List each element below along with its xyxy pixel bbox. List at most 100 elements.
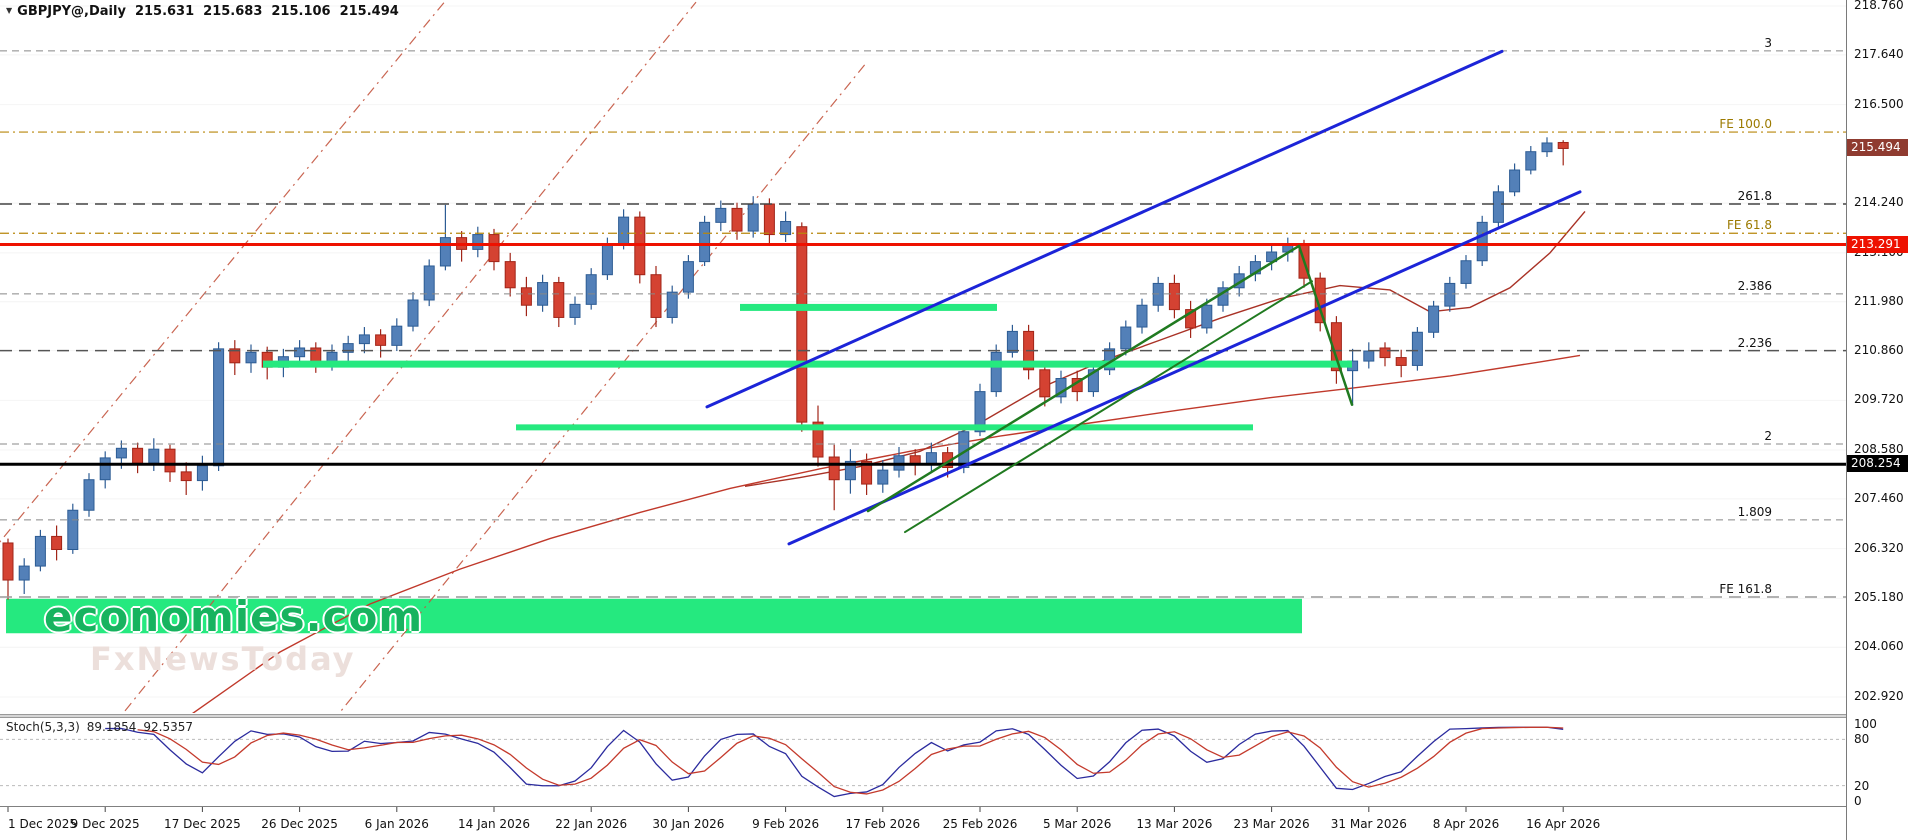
price-tick-label: 214.240 [1854,195,1904,210]
candle-body [1055,378,1067,398]
candle-body [1379,347,1391,359]
candle-body [1136,304,1148,328]
candle-body [2,542,14,581]
candle-body [569,303,581,318]
candle-body [1411,331,1423,366]
price-chart-canvas[interactable] [0,0,1846,840]
candle-body [229,348,241,364]
blue-trend-channel-line[interactable] [787,190,1582,546]
candle-body [213,348,225,467]
red-dashdot-channel-line[interactable] [0,0,448,554]
stoch-k-value: 89.1854 [86,720,137,734]
green-support-zone[interactable] [740,303,997,311]
candle-body [407,299,419,327]
stoch-pane [0,726,1846,798]
candle-body [763,203,775,236]
candle-body [472,234,484,250]
candle-body [974,391,986,433]
candle-body [1444,282,1456,307]
price-tick-label: 202.920 [1854,688,1904,703]
candle-body [132,447,144,464]
candle-body [1509,169,1521,193]
price-badge: 213.291 [1847,235,1908,253]
ohlc-low: 215.106 [271,4,331,19]
price-tick-label: 211.980 [1854,293,1904,308]
candle-body [1087,369,1099,393]
red-dashdot-channel-line[interactable] [124,1,697,712]
candle-body [164,448,176,473]
candle-body [1314,277,1326,324]
candle-body [1428,305,1440,333]
candle-body [1541,142,1553,153]
ohlc-close: 215.494 [339,4,399,19]
candle-body [1395,357,1407,366]
price-tick-label: 217.640 [1854,46,1904,61]
candle-body [877,469,889,485]
stoch-pane-bottom-border [0,806,1916,807]
candle-body [1492,191,1504,223]
candle-body [196,465,208,482]
candle-body [796,226,808,423]
price-tick-label: 207.460 [1854,490,1904,505]
candle-body [861,460,873,485]
candle-body [731,207,743,232]
candle-body [715,207,727,223]
blue-trend-channel-line[interactable] [705,49,1504,409]
symbol-marker-icon: ▼ [6,6,13,15]
price-tick-label: 205.180 [1854,590,1904,605]
candles-group [2,137,1569,600]
candle-body [375,334,387,346]
candle-body [1363,350,1375,362]
candle-body [245,351,257,364]
symbol-name: GBPJPY@,Daily [17,4,126,19]
candle-body [294,347,306,358]
candle-body [1460,260,1472,284]
ohlc-high: 215.683 [203,4,263,19]
candle-body [1185,309,1197,329]
stoch-name: Stoch(5,3,3) [6,720,80,734]
candle-body [844,460,856,481]
candle-body [780,220,792,236]
candle-body [18,565,30,581]
candle-body [585,274,597,305]
price-badge: 215.494 [1847,139,1908,157]
price-tick-label: 209.720 [1854,392,1904,407]
candle-body [423,265,435,301]
candle-body [326,351,338,363]
candle-body [51,535,63,551]
candle-body [553,282,565,318]
candle-body [180,471,192,482]
green-support-zone[interactable] [516,424,1253,431]
green-support-zone[interactable] [263,360,1352,368]
red-dashdot-channel-line[interactable] [235,62,867,840]
candle-body [682,261,694,293]
candle-body [488,234,500,263]
stoch-tick-label: 100 [1854,717,1877,731]
pane-separator[interactable] [0,714,1916,718]
stoch-tick-label: 80 [1854,732,1870,747]
candle-body [747,203,759,232]
candle-body [439,237,451,267]
price-tick-label: 218.760 [1854,0,1904,12]
green-pattern-line[interactable] [866,244,1301,513]
price-axis[interactable]: 218.760217.640216.500214.240213.100211.9… [1846,0,1916,840]
candle-body [520,287,532,306]
moving-average-line [191,354,1581,713]
candle-body [148,448,160,464]
candle-body [601,243,613,276]
candle-body [1476,221,1488,262]
candle-body [391,325,403,346]
watermark-band [6,598,1302,634]
candle-body [342,343,354,353]
price-pane [0,0,1846,840]
candle-body [99,457,111,481]
candle-body [828,456,840,481]
candle-body [1557,141,1569,149]
candle-body [1120,326,1132,350]
green-pattern-line[interactable] [904,280,1313,534]
candle-body [666,291,678,318]
green-pattern-line[interactable] [1297,244,1354,406]
price-tick-label: 206.320 [1854,540,1904,555]
chart-ohlc-title: ▼ GBPJPY@,Daily 215.631 215.683 215.106 215.4… [6,4,399,19]
